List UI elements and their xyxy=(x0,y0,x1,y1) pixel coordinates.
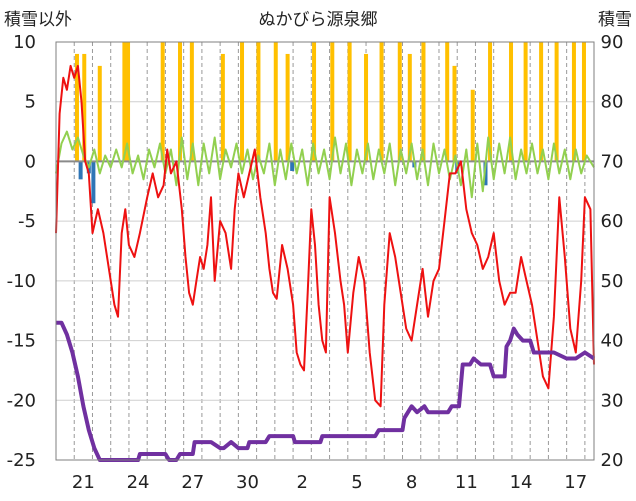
snowfall-bar xyxy=(364,53,369,162)
right-tick-label: 50 xyxy=(601,271,624,292)
left-tick-label: -25 xyxy=(7,450,36,471)
x-tick-label: 21 xyxy=(72,472,95,493)
other_bars-bar xyxy=(290,161,295,171)
other_bars-bar xyxy=(78,161,83,180)
left-tick-label: -10 xyxy=(7,271,36,292)
snowfall-bar xyxy=(126,42,131,162)
snowfall-bar xyxy=(189,42,194,162)
left-axis-label: 積雪以外 xyxy=(4,10,72,30)
chart-title: ぬかびら源泉郷 xyxy=(259,10,378,30)
snowfall-bar xyxy=(379,42,384,162)
left-tick-label: 5 xyxy=(25,92,36,113)
snowfall-bar xyxy=(160,42,165,162)
left-tick-label: -20 xyxy=(7,390,36,411)
left-tick-label: 0 xyxy=(25,151,36,172)
snowfall-bar xyxy=(240,42,245,162)
snowfall-bar xyxy=(178,42,183,162)
snowfall-bar xyxy=(82,53,87,162)
snowfall-bar xyxy=(509,42,514,162)
right-tick-label: 40 xyxy=(601,331,624,352)
x-tick-label: 8 xyxy=(406,472,417,493)
x-tick-label: 27 xyxy=(181,472,204,493)
right-axis-ticks: 90 80 70 60 50 40 30 20 xyxy=(601,32,624,471)
left-tick-label: -5 xyxy=(18,211,36,232)
snowfall-bar xyxy=(397,42,402,162)
snowfall-bar xyxy=(347,42,352,162)
left-tick-label: -15 xyxy=(7,331,36,352)
x-tick-label: 24 xyxy=(127,472,150,493)
right-axis-label: 積雪 xyxy=(598,10,632,30)
snowfall-bar xyxy=(273,42,278,162)
right-tick-label: 80 xyxy=(601,92,624,113)
x-tick-label: 17 xyxy=(564,472,587,493)
right-tick-label: 70 xyxy=(601,151,624,172)
wind-line xyxy=(55,130,595,199)
snowfall-bar xyxy=(122,42,127,162)
snowfall-bar xyxy=(407,53,412,162)
x-axis-ticks: 21 24 27 30 2 5 8 11 14 17 xyxy=(72,472,587,493)
wind-line xyxy=(55,130,595,199)
left-tick-label: 10 xyxy=(13,32,36,53)
snowfall-bar xyxy=(554,42,559,162)
snowfall-bar xyxy=(523,42,528,162)
x-tick-label: 14 xyxy=(510,472,533,493)
x-tick-label: 5 xyxy=(351,472,362,493)
snowfall-bar xyxy=(488,42,493,162)
x-tick-label: 11 xyxy=(455,472,478,493)
snowfall-bar xyxy=(421,42,426,162)
temperature-line xyxy=(55,64,595,408)
snowfall-bar xyxy=(445,42,450,162)
snowfall-bar xyxy=(220,53,225,162)
right-tick-label: 90 xyxy=(601,32,624,53)
snowfall-bar xyxy=(74,53,79,162)
left-axis-ticks: 10 5 0 -5 -10 -15 -20 -25 xyxy=(7,32,36,471)
snowfall-bar xyxy=(256,42,261,162)
plot-border xyxy=(55,41,595,461)
plot-frame xyxy=(55,41,595,461)
snowfall-bar xyxy=(97,65,102,162)
snowfall-bar xyxy=(452,65,457,162)
snowfall-bar xyxy=(470,89,475,162)
x-tick-label: 30 xyxy=(236,472,259,493)
other_bars-bar xyxy=(91,161,96,204)
right-tick-label: 20 xyxy=(601,450,624,471)
snow-depth-line xyxy=(56,320,596,462)
right-tick-label: 30 xyxy=(601,390,624,411)
snowfall-bar xyxy=(330,42,335,162)
snowfall-bar xyxy=(539,42,544,162)
snowfall-bar xyxy=(581,42,586,162)
right-tick-label: 60 xyxy=(601,211,624,232)
snowfall-bars xyxy=(74,42,586,204)
x-tick-label: 2 xyxy=(296,472,307,493)
snowfall-bar xyxy=(571,42,576,162)
snowfall-bar xyxy=(312,42,317,162)
temperature-line xyxy=(55,64,595,408)
snowfall-bar xyxy=(285,53,290,162)
snow_depth-line xyxy=(56,320,596,462)
